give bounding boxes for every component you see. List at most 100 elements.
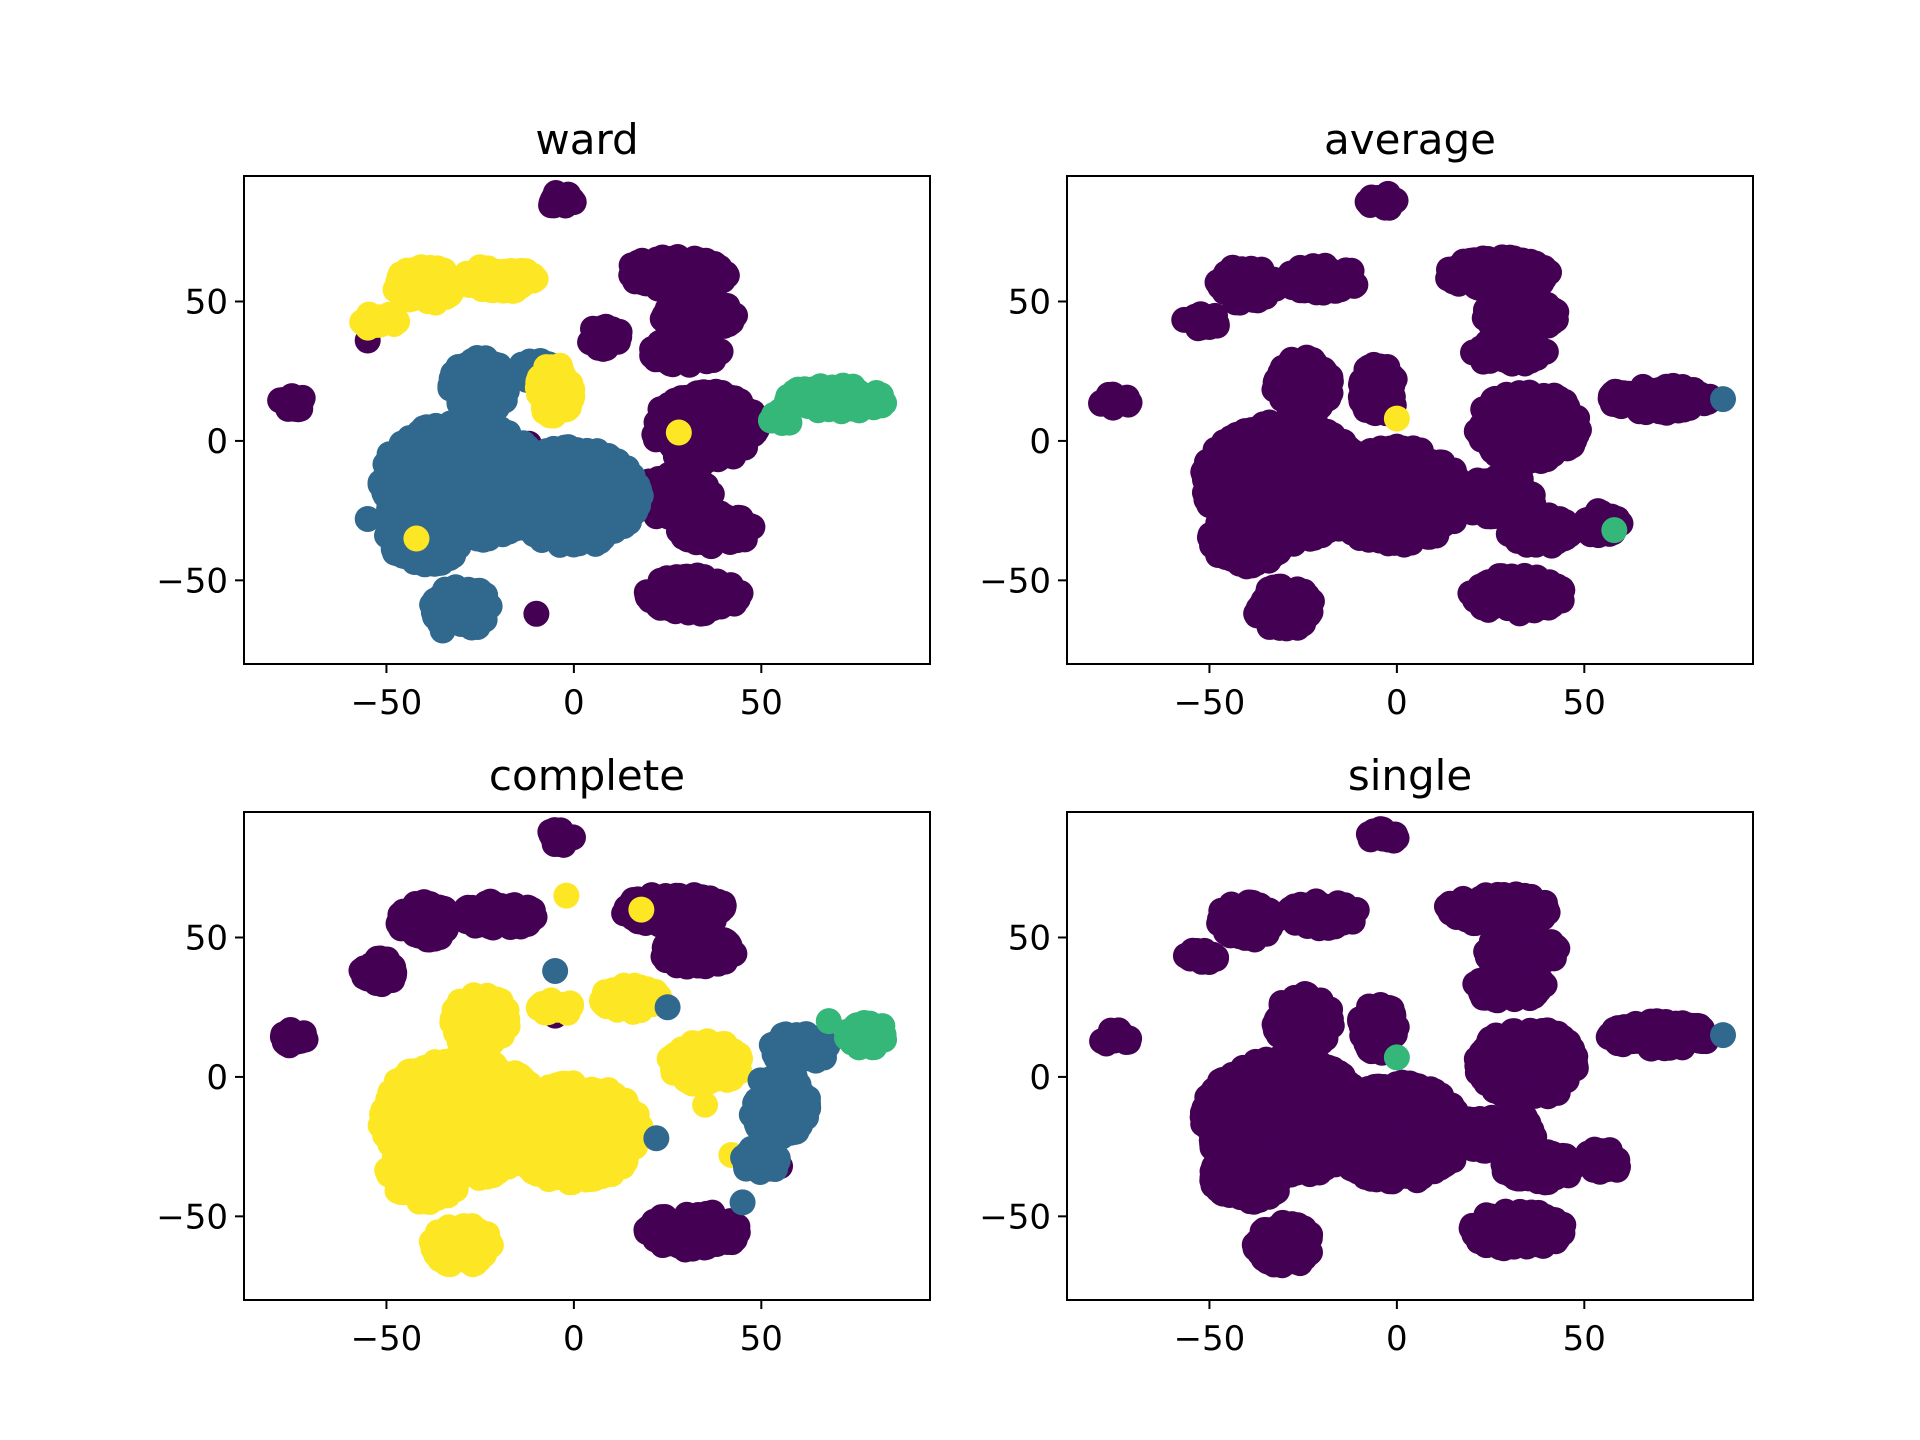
data-point <box>638 263 665 290</box>
cluster-0 <box>267 180 770 627</box>
data-point <box>1276 463 1303 490</box>
data-point <box>1212 503 1239 530</box>
data-point <box>1225 535 1252 562</box>
plot-area <box>267 180 898 644</box>
data-point <box>669 396 696 423</box>
data-point <box>417 255 444 282</box>
data-point <box>372 309 399 336</box>
data-point <box>564 494 591 521</box>
data-point <box>1440 457 1467 484</box>
data-point <box>1465 274 1492 301</box>
x-tick-label: −50 <box>351 683 423 723</box>
data-point <box>526 364 553 391</box>
data-point <box>470 526 497 553</box>
axes-frame <box>243 175 931 665</box>
data-point <box>472 263 499 290</box>
data-point <box>538 443 565 470</box>
data-point <box>1409 452 1436 479</box>
data-point <box>739 513 766 540</box>
data-point <box>1364 518 1391 545</box>
data-point <box>1497 290 1524 317</box>
data-point <box>429 617 456 644</box>
data-point <box>668 348 695 375</box>
cluster-0 <box>1088 180 1723 642</box>
cluster-3 <box>349 254 692 552</box>
data-point <box>1523 263 1550 290</box>
data-point <box>403 525 430 552</box>
data-point <box>1323 476 1350 503</box>
cluster-2 <box>757 372 898 436</box>
data-point <box>1253 502 1280 529</box>
data-point <box>665 419 692 446</box>
data-point <box>1102 386 1129 413</box>
data-point <box>451 393 478 420</box>
data-point <box>680 472 707 499</box>
data-point <box>270 387 297 414</box>
y-tick-label: 50 <box>185 282 228 322</box>
data-point <box>867 382 894 409</box>
data-point <box>623 483 650 510</box>
data-point <box>843 388 870 415</box>
data-point <box>664 244 691 271</box>
cluster-1 <box>354 344 654 644</box>
data-point <box>596 462 623 489</box>
data-point <box>1529 427 1556 454</box>
data-point <box>1501 254 1528 281</box>
data-point <box>659 465 686 492</box>
data-point <box>708 591 735 618</box>
data-point <box>372 451 399 478</box>
data-point <box>552 389 579 416</box>
data-point <box>692 392 719 419</box>
data-point <box>602 327 629 354</box>
data-point <box>1240 464 1267 491</box>
data-point <box>289 384 316 411</box>
data-point <box>457 367 484 394</box>
data-point <box>1289 347 1316 374</box>
data-point <box>1309 431 1336 458</box>
data-point <box>467 591 494 618</box>
x-tick-label: 50 <box>740 683 783 723</box>
data-point <box>1269 533 1296 560</box>
data-point <box>1418 507 1445 534</box>
data-point <box>704 506 731 533</box>
data-point <box>764 400 791 427</box>
data-point <box>557 462 584 489</box>
data-point <box>1248 597 1275 624</box>
data-point <box>1217 431 1244 458</box>
data-point <box>354 505 381 532</box>
data-point <box>1471 305 1498 332</box>
data-point <box>1265 439 1292 466</box>
data-point <box>392 502 419 529</box>
data-point <box>535 483 562 510</box>
data-point <box>393 473 420 500</box>
data-point <box>1221 278 1248 305</box>
data-point <box>597 487 624 514</box>
data-point <box>698 339 725 366</box>
data-point <box>1332 257 1359 284</box>
data-point <box>1488 421 1515 448</box>
data-point <box>475 353 502 380</box>
data-point <box>1504 329 1531 356</box>
x-tick-label: 0 <box>563 683 585 723</box>
data-point <box>413 414 440 441</box>
data-point <box>1377 477 1404 504</box>
data-point <box>700 252 727 279</box>
data-point <box>419 452 446 479</box>
data-point <box>1280 416 1307 443</box>
data-point <box>1556 430 1583 457</box>
data-point <box>454 473 481 500</box>
data-point <box>480 387 507 414</box>
data-point <box>1194 487 1221 514</box>
data-point <box>1529 339 1556 366</box>
data-point <box>595 519 622 546</box>
data-point <box>428 503 455 530</box>
data-point <box>721 392 748 419</box>
data-point <box>1513 411 1540 438</box>
data-point <box>421 587 448 614</box>
data-point <box>558 186 585 213</box>
y-tick-label: −50 <box>156 561 228 601</box>
